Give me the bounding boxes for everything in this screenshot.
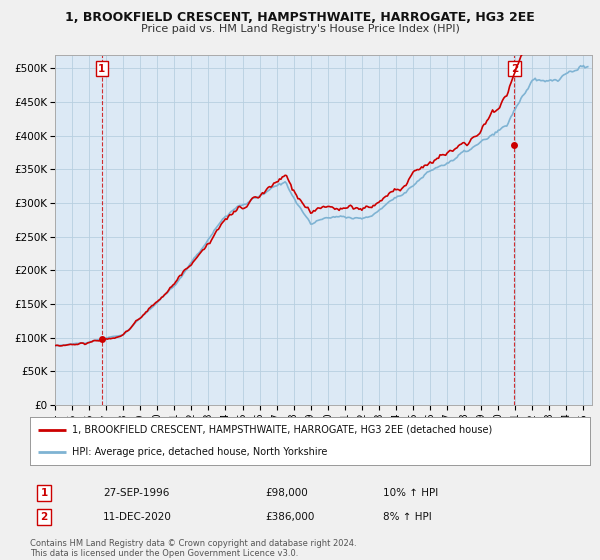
Text: 27-SEP-1996: 27-SEP-1996 [103, 488, 169, 498]
Text: 1: 1 [98, 64, 106, 74]
Text: Price paid vs. HM Land Registry's House Price Index (HPI): Price paid vs. HM Land Registry's House … [140, 24, 460, 34]
Text: 2: 2 [40, 512, 47, 522]
Text: 2: 2 [511, 64, 518, 74]
Text: HPI: Average price, detached house, North Yorkshire: HPI: Average price, detached house, Nort… [72, 447, 328, 457]
Text: Contains HM Land Registry data © Crown copyright and database right 2024.: Contains HM Land Registry data © Crown c… [30, 539, 356, 548]
Text: 1, BROOKFIELD CRESCENT, HAMPSTHWAITE, HARROGATE, HG3 2EE (detached house): 1, BROOKFIELD CRESCENT, HAMPSTHWAITE, HA… [72, 425, 492, 435]
Text: This data is licensed under the Open Government Licence v3.0.: This data is licensed under the Open Gov… [30, 549, 298, 558]
Text: £98,000: £98,000 [265, 488, 308, 498]
Text: 8% ↑ HPI: 8% ↑ HPI [383, 512, 431, 522]
Text: 11-DEC-2020: 11-DEC-2020 [103, 512, 172, 522]
Text: 10% ↑ HPI: 10% ↑ HPI [383, 488, 438, 498]
Text: £386,000: £386,000 [265, 512, 314, 522]
Text: 1, BROOKFIELD CRESCENT, HAMPSTHWAITE, HARROGATE, HG3 2EE: 1, BROOKFIELD CRESCENT, HAMPSTHWAITE, HA… [65, 11, 535, 24]
Text: 1: 1 [40, 488, 47, 498]
